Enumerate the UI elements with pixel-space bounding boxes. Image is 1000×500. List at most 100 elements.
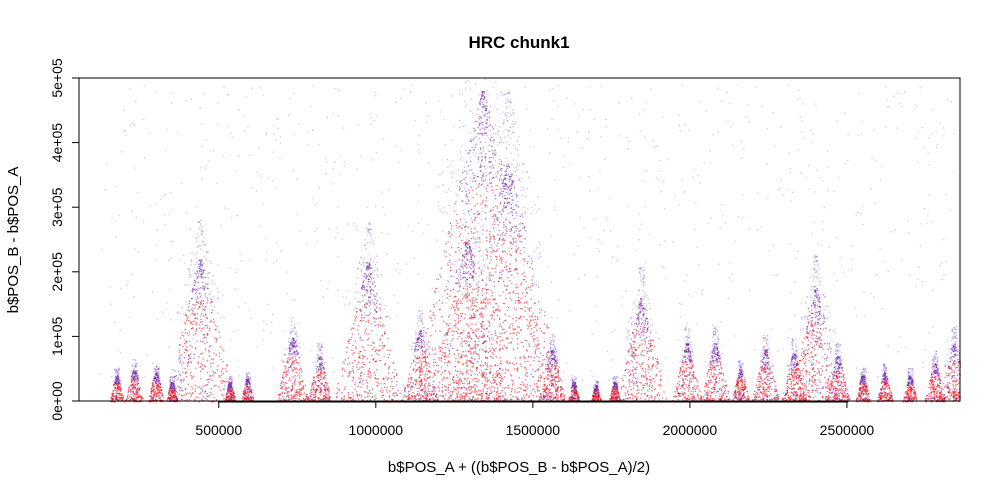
data-point [246, 388, 248, 391]
data-point [228, 382, 230, 384]
data-point [468, 307, 470, 309]
data-point [227, 385, 230, 388]
data-point [440, 360, 443, 362]
data-point [296, 389, 298, 391]
data-point [169, 391, 171, 393]
data-point [157, 372, 159, 374]
data-point [220, 346, 222, 348]
data-point [298, 398, 300, 400]
data-point [420, 348, 422, 350]
data-point [466, 203, 469, 205]
data-point [458, 352, 460, 355]
data-point [312, 391, 314, 393]
data-point [212, 401, 214, 403]
data-point [361, 287, 363, 289]
data-point [498, 158, 501, 161]
data-point [426, 343, 428, 345]
data-point [291, 344, 293, 346]
data-point [445, 333, 447, 335]
data-point [490, 389, 492, 391]
data-point [358, 377, 360, 380]
data-point [288, 353, 290, 355]
data-point [422, 332, 425, 334]
data-point [472, 254, 474, 256]
data-point [132, 392, 134, 394]
data-point [365, 328, 367, 330]
data-point [288, 379, 290, 381]
data-point [423, 396, 425, 398]
data-point [160, 383, 162, 385]
data-point [291, 327, 293, 330]
data-point [455, 398, 457, 400]
data-point [374, 321, 376, 323]
data-point [413, 367, 415, 369]
data-point [368, 295, 370, 298]
data-point [477, 361, 479, 363]
data-point [491, 150, 493, 152]
data-point [186, 340, 188, 343]
data-point [200, 393, 202, 395]
data-point [348, 374, 350, 376]
data-point [287, 394, 289, 397]
data-point [473, 130, 475, 132]
data-point [228, 387, 230, 389]
data-point [386, 316, 388, 318]
data-point [479, 238, 481, 240]
data-point [118, 383, 120, 385]
data-point [457, 399, 459, 401]
data-point [441, 295, 444, 297]
data-point [487, 399, 489, 401]
data-point [376, 274, 378, 276]
data-point [419, 330, 422, 332]
data-point [200, 270, 203, 273]
data-point [375, 318, 377, 320]
data-point [181, 334, 183, 336]
data-point [112, 389, 114, 392]
data-point [177, 400, 179, 403]
data-point [499, 373, 501, 375]
data-point [203, 288, 206, 290]
data-point [466, 246, 468, 249]
data-point [468, 335, 470, 338]
data-point [158, 379, 160, 381]
data-point [472, 386, 474, 389]
data-point [174, 394, 176, 396]
data-point [293, 362, 295, 364]
data-point [457, 322, 459, 324]
data-point [158, 388, 160, 391]
data-point [479, 164, 482, 166]
data-point [159, 386, 161, 388]
data-point [402, 396, 404, 398]
data-point [485, 187, 487, 189]
data-point [115, 397, 117, 399]
data-point [289, 342, 292, 345]
data-point [391, 381, 393, 383]
data-point [418, 380, 420, 383]
data-point [156, 373, 158, 375]
data-point [479, 141, 481, 143]
data-point [447, 399, 449, 401]
data-point [486, 118, 488, 121]
data-point [477, 289, 480, 291]
data-point [477, 242, 479, 244]
data-point [170, 394, 172, 396]
data-point [135, 398, 137, 400]
data-point [503, 205, 505, 207]
data-point [462, 351, 464, 353]
data-point [482, 374, 485, 376]
data-point [470, 337, 472, 339]
data-point [484, 218, 487, 220]
data-point [227, 381, 230, 384]
data-point [421, 317, 423, 319]
data-point [385, 316, 387, 318]
data-point [136, 395, 139, 398]
data-point [194, 287, 197, 289]
data-point [232, 395, 234, 397]
data-point [443, 342, 445, 345]
data-point [119, 396, 122, 399]
data-point [290, 341, 292, 344]
data-point [229, 382, 231, 384]
data-point [355, 316, 358, 318]
data-point [110, 396, 112, 398]
data-point [319, 372, 321, 375]
